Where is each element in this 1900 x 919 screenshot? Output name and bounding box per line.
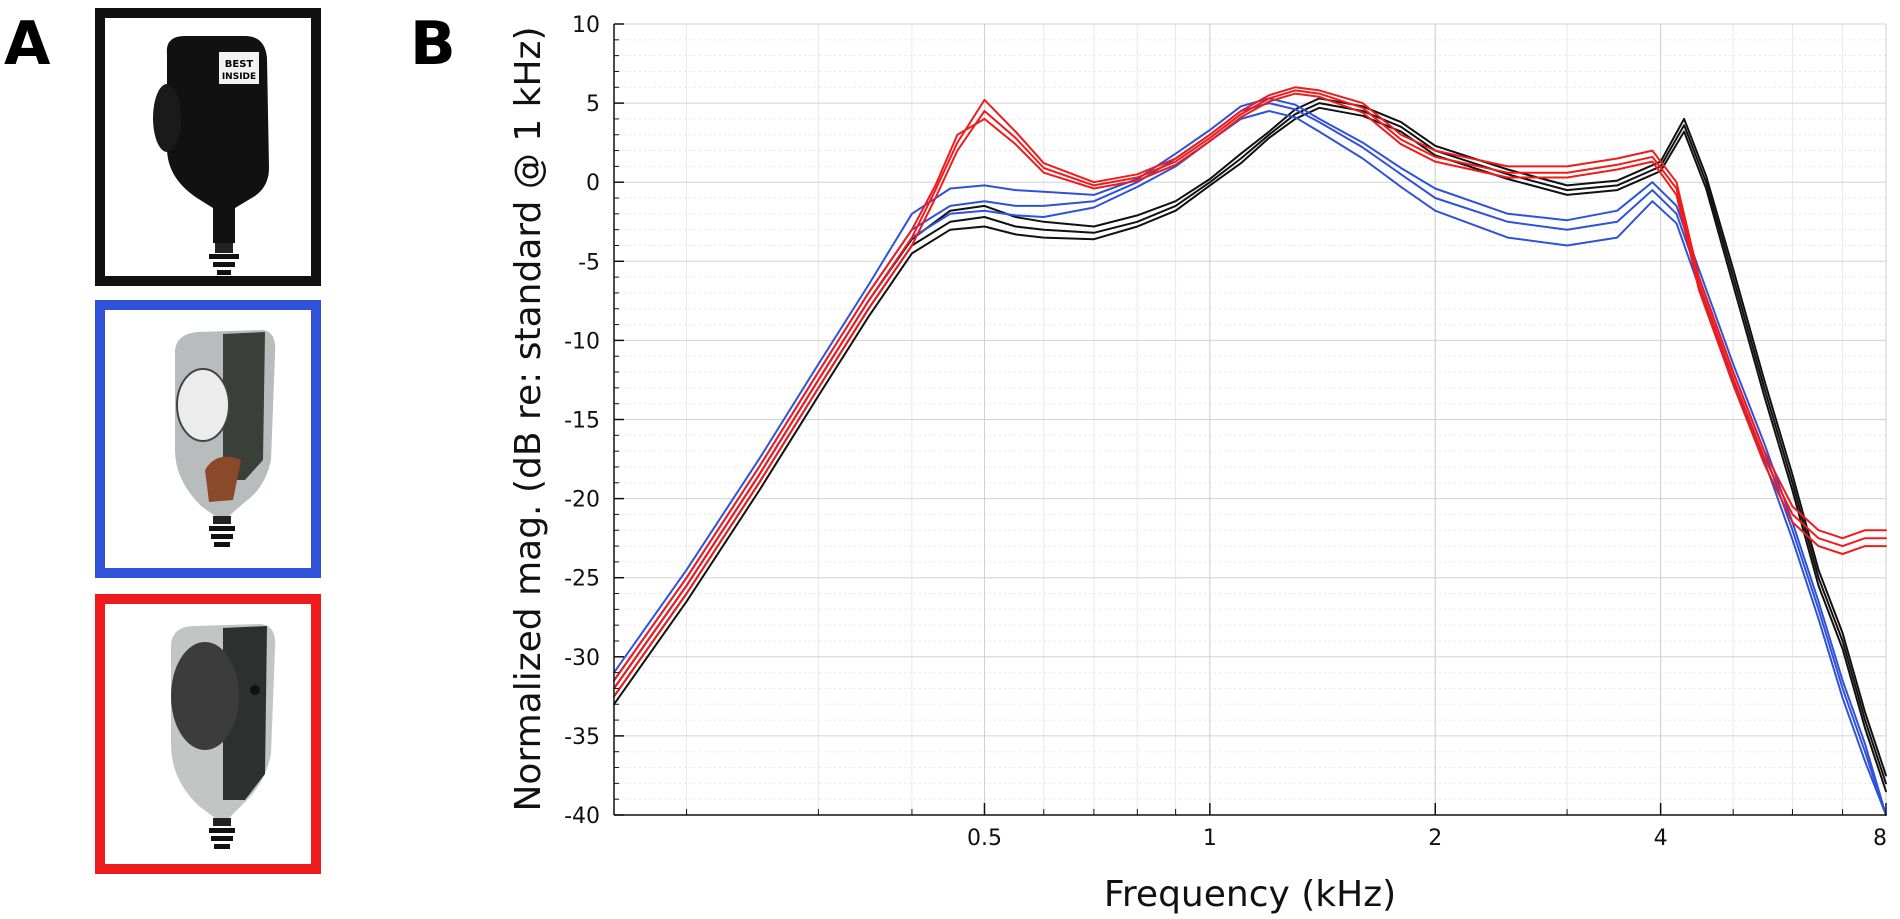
- photo-standard-microphone: BEST INSIDE: [95, 8, 321, 286]
- grid-minor: [614, 24, 1886, 815]
- x-tick-label: 4: [1654, 826, 1668, 851]
- y-tick-label: 0: [586, 171, 600, 196]
- x-tick-label: 8: [1873, 826, 1887, 851]
- microphone-standard-icon: BEST INSIDE: [153, 36, 269, 275]
- series-line-6: [613, 110, 1887, 816]
- sticker-icon: [219, 52, 259, 84]
- x-tick-label: 2: [1428, 826, 1442, 851]
- panel-label-a: A: [4, 9, 51, 79]
- series-line-2: [613, 106, 1887, 793]
- y-tick-label: -5: [578, 250, 600, 275]
- series-line-9: [613, 92, 1887, 682]
- x-tick-label: 0.5: [967, 826, 1002, 851]
- series-layer: [613, 86, 1887, 816]
- y-tick-label: 10: [572, 13, 600, 38]
- y-tick-label: -20: [564, 488, 600, 513]
- series-line-5: [613, 97, 1887, 816]
- y-tick-label: -25: [564, 567, 600, 592]
- y-tick-label: -30: [564, 646, 600, 671]
- panel-label-b: B: [410, 9, 456, 79]
- y-tick-label: -35: [564, 725, 600, 750]
- axes-layer: [613, 23, 1887, 816]
- y-tick-label: 5: [586, 92, 600, 117]
- series-line-7: [613, 86, 1887, 690]
- y-tick-label: -40: [564, 804, 600, 829]
- microphone-modified-icon: [175, 330, 276, 547]
- x-axis-title: Frequency (kHz): [1104, 874, 1396, 915]
- tick-labels: 10 5 0 -5 -10 -15 -20 -25 -30 -35 -40 0.5 1 2 4 8: [564, 13, 1887, 851]
- microphone-foam-icon: [171, 624, 276, 849]
- y-axis-title: Normalized mag. (dB re: standard @ 1 kHz…: [508, 26, 549, 811]
- photo-red-microphone: [95, 594, 321, 874]
- series-line-1: [613, 102, 1887, 785]
- y-tick-label: -15: [564, 409, 600, 434]
- grid-major: [614, 23, 1887, 816]
- photo-blue-microphone: [95, 300, 321, 578]
- sticker-line2: INSIDE: [222, 72, 256, 82]
- sticker-line1: BEST: [225, 59, 254, 70]
- y-tick-label: -10: [564, 329, 600, 354]
- series-line-8: [613, 89, 1887, 698]
- x-tick-label: 1: [1203, 826, 1217, 851]
